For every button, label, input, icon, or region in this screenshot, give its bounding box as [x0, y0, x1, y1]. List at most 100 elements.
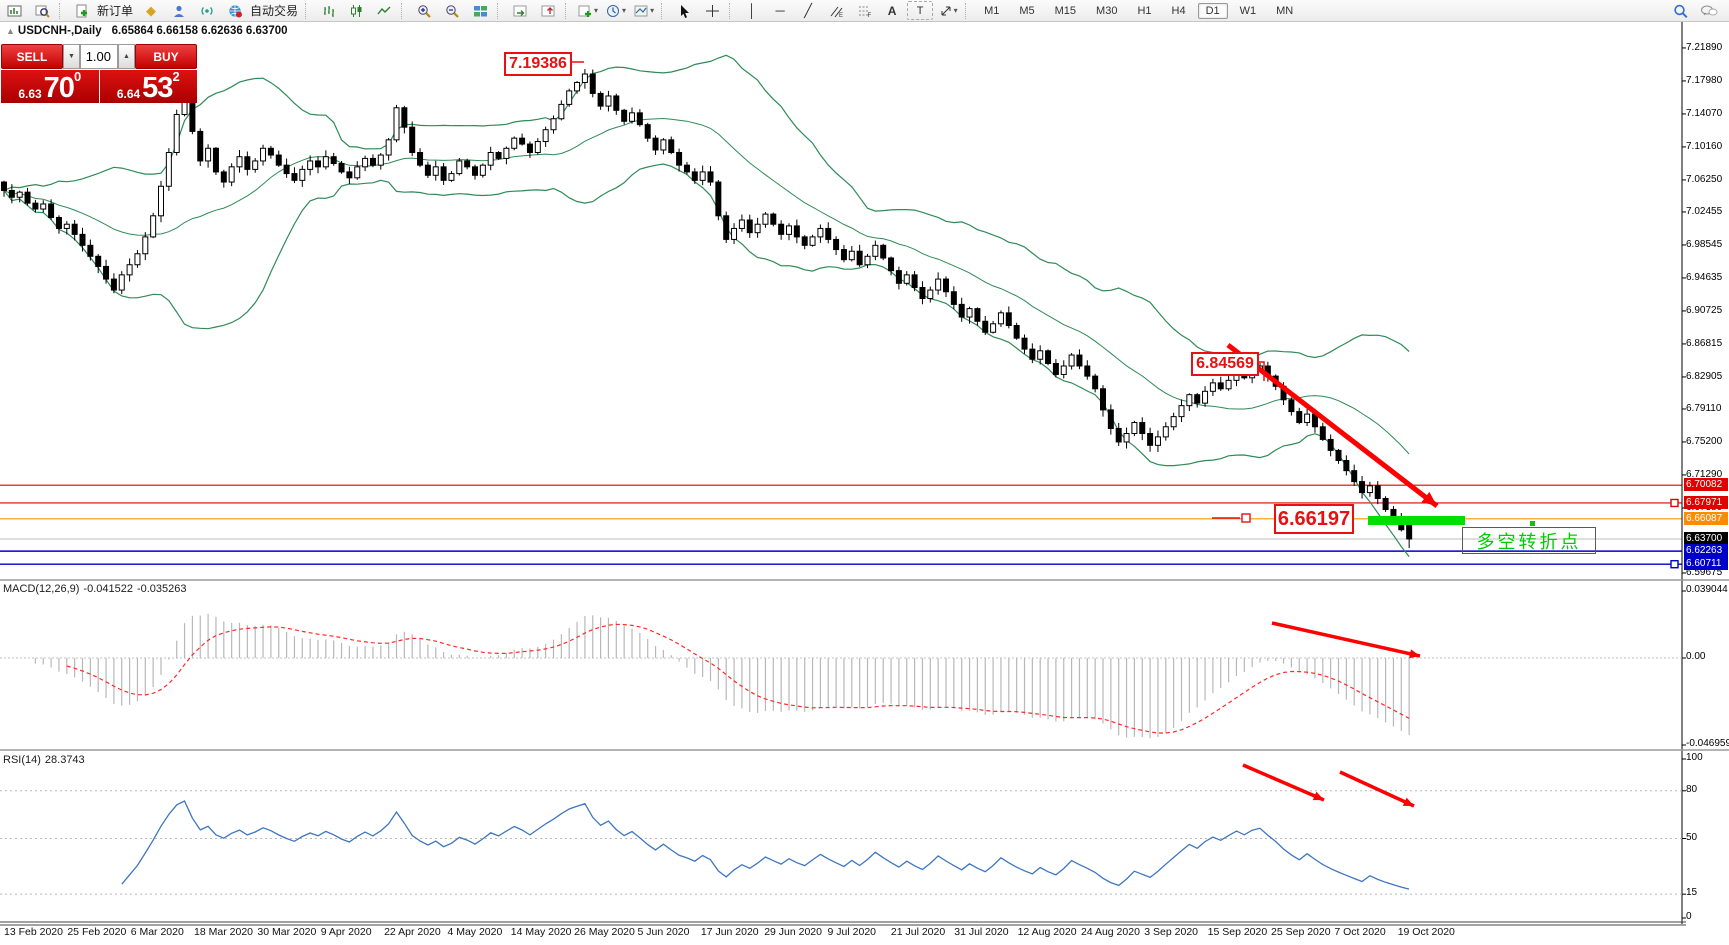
one-click-trading-panel: SELL ▼ 1.00 ▲ BUY 6.63 70 0 6.64 53 2 — [1, 44, 197, 103]
chart-title-icon: ▲ — [6, 26, 15, 36]
price-line-badge: 6.70082 — [1684, 478, 1728, 492]
volume-down-button[interactable]: ▼ — [63, 44, 80, 69]
new-order-icon[interactable] — [69, 1, 95, 20]
macd-value-1: -0.041522 — [83, 583, 133, 595]
community-icon[interactable] — [166, 1, 192, 20]
indicators-button[interactable]: ▾ — [575, 1, 601, 20]
price-line-badge: 6.62263 — [1684, 544, 1728, 558]
vertical-line-tool-icon[interactable]: │ — [748, 3, 757, 18]
price-tick-label: 7.14070 — [1686, 107, 1723, 119]
templates-button[interactable]: ▾ — [631, 1, 657, 20]
timeframe-button-d1[interactable]: D1 — [1197, 2, 1228, 19]
buy-price-big: 53 — [142, 72, 173, 104]
rsi-axis-label: 0 — [1686, 911, 1692, 922]
svg-text:F: F — [867, 13, 871, 18]
toolbar-separator — [965, 2, 971, 19]
price-annotation-level[interactable]: 6.66197 — [1274, 504, 1354, 534]
price-tick-label: 6.71290 — [1686, 468, 1723, 480]
volume-up-button[interactable]: ▲ — [118, 44, 135, 69]
volume-input[interactable]: 1.00 — [80, 44, 118, 69]
line-chart-mode-icon[interactable] — [371, 1, 397, 20]
chart-window-icon[interactable] — [1, 1, 27, 20]
autotrading-icon[interactable] — [222, 1, 248, 20]
rsi-axis-label: 100 — [1686, 752, 1703, 763]
date-label: 31 Jul 2020 — [954, 926, 1009, 938]
date-label: 12 Aug 2020 — [1017, 926, 1077, 938]
macd-name: MACD(12,26,9) — [3, 583, 80, 595]
autotrading-button[interactable]: 自动交易 — [250, 4, 299, 18]
zoom-in-icon[interactable] — [411, 1, 437, 20]
timeframe-button-h1[interactable]: H1 — [1137, 4, 1152, 17]
timeframe-button-m30[interactable]: M30 — [1096, 4, 1118, 17]
cursor-icon[interactable] — [671, 1, 697, 20]
channel-tool-icon[interactable]: E — [823, 1, 849, 20]
price-tick-label: 6.90725 — [1686, 304, 1723, 316]
date-label: 18 Mar 2020 — [194, 926, 254, 938]
rsi-name: RSI(14) — [3, 754, 41, 766]
crosshair-icon[interactable] — [699, 1, 725, 20]
price-annotation-swing[interactable]: 6.84569 — [1191, 352, 1259, 376]
chart-shift-icon[interactable] — [535, 1, 561, 20]
macd-axis-label: -0.046959 — [1686, 738, 1729, 749]
bar-chart-mode-icon[interactable] — [315, 1, 341, 20]
rsi-label-row: RSI(14) 28.3743 — [3, 754, 89, 766]
date-label: 13 Feb 2020 — [4, 926, 63, 938]
date-label: 9 Apr 2020 — [320, 926, 372, 938]
periods-button[interactable]: ▾ — [603, 1, 629, 20]
buy-price-small: 6.64 — [116, 87, 141, 101]
price-annotation-high[interactable]: 7.19386 — [504, 52, 572, 76]
horizontal-line-tool-icon[interactable]: ─ — [775, 3, 785, 18]
price-tick-label: 6.75200 — [1686, 435, 1723, 447]
chat-icon[interactable] — [1696, 2, 1722, 21]
symbol-period-label: USDCNH-,Daily — [17, 25, 102, 37]
ohlc-values: 6.65864 6.66158 6.62636 6.63700 — [111, 25, 288, 37]
rsi-axis-label: 80 — [1686, 783, 1698, 795]
zoom-out-icon[interactable] — [439, 1, 465, 20]
toolbar-separator — [59, 2, 65, 19]
metaeditor-icon[interactable]: ◆ — [146, 3, 157, 18]
price-line-badge: 6.66087 — [1684, 511, 1728, 525]
price-line-badge: 6.67971 — [1684, 495, 1728, 509]
price-tick-label: 6.82905 — [1686, 370, 1723, 382]
date-label: 14 May 2020 — [510, 926, 572, 938]
search-icon[interactable] — [1668, 2, 1694, 21]
candle-chart-mode-icon[interactable] — [343, 1, 369, 20]
tile-windows-icon[interactable] — [467, 1, 493, 20]
buy-price-sup: 2 — [172, 69, 180, 84]
price-line-badge: 6.63700 — [1684, 532, 1728, 545]
price-tick-label: 6.59675 — [1686, 566, 1723, 578]
toolbar-separator — [401, 2, 407, 19]
sell-button[interactable]: SELL — [1, 44, 63, 69]
rsi-layer — [0, 758, 1686, 919]
timeframe-button-w1[interactable]: W1 — [1239, 4, 1257, 17]
text-tool-icon[interactable]: A — [887, 3, 897, 18]
timeframe-button-h4[interactable]: H4 — [1171, 4, 1186, 17]
timeframe-button-mn[interactable]: MN — [1276, 4, 1294, 17]
text-label-tool-icon[interactable]: T — [907, 1, 934, 20]
date-label: 21 Jul 2020 — [890, 926, 946, 938]
buy-price-quote[interactable]: 6.64 53 2 — [99, 69, 197, 104]
signals-icon[interactable] — [194, 1, 220, 20]
arrows-tool-icon[interactable]: ▾ — [935, 1, 961, 20]
rsi-axis-label: 50 — [1686, 831, 1698, 843]
timeframe-button-m15[interactable]: M15 — [1054, 4, 1077, 17]
buy-button[interactable]: BUY — [135, 44, 197, 69]
chart-title: ▲ USDCNH-,Daily 6.65864 6.66158 6.62636 6.… — [6, 25, 288, 37]
toolbar-separator — [497, 2, 503, 19]
turning-point-note[interactable]: 多空转折点 — [1462, 527, 1596, 554]
profiles-icon[interactable] — [29, 1, 55, 20]
timeframe-button-m5[interactable]: M5 — [1019, 4, 1035, 17]
trendline-tool-icon[interactable]: ╱ — [804, 3, 812, 18]
sell-price-quote[interactable]: 6.63 70 0 — [1, 70, 99, 103]
date-label: 5 Jun 2020 — [637, 926, 690, 938]
macd-axis-label: 0.039044 — [1686, 584, 1728, 595]
macd-label-row: MACD(12,26,9) -0.041522 -0.035263 — [3, 583, 191, 595]
autoscroll-icon[interactable] — [507, 1, 533, 20]
timeframe-button-m1[interactable]: M1 — [984, 4, 1000, 17]
fibonacci-tool-icon[interactable]: F — [851, 1, 877, 20]
price-tick-label: 7.10160 — [1686, 140, 1723, 152]
price-tick-label: 6.86815 — [1686, 337, 1723, 349]
annotations-layer — [569, 61, 1535, 808]
new-order-button[interactable]: 新订单 — [97, 4, 134, 18]
